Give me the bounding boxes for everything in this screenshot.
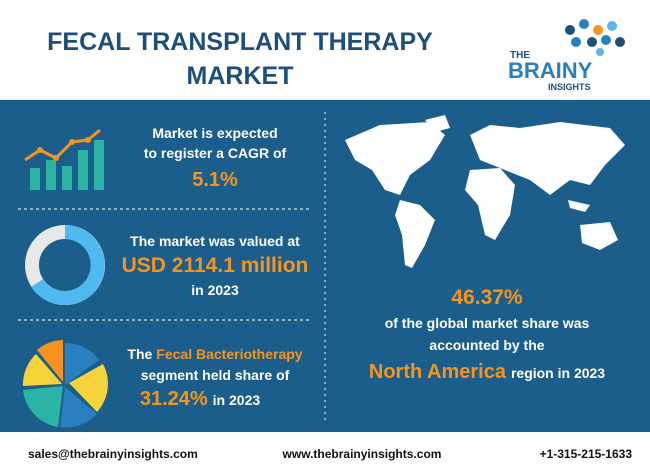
cagr-value: 5.1% (192, 169, 238, 191)
region-text: North America region in 2023 (369, 361, 605, 383)
valuation-value: USD 2114.1 million (122, 254, 309, 277)
donut-icon (25, 225, 105, 305)
region-text: accounted by the (429, 337, 544, 353)
footer-email: sales@thebrainyinsights.com (28, 447, 198, 461)
footer-phone: +1-315-215-1633 (540, 447, 633, 461)
region-suffix: region in 2023 (511, 365, 605, 381)
segment-text: The Fecal Bacteriotherapy (127, 346, 302, 362)
world-map (345, 115, 625, 268)
region-highlight: North America (369, 361, 507, 383)
growth-icon (24, 128, 104, 190)
title: MARKET (187, 62, 294, 90)
segment-prefix: The (127, 346, 152, 362)
segment-text: 31.24% in 2023 (140, 388, 261, 410)
segment-suffix: in 2023 (213, 392, 261, 408)
logo: THE BRAINY INSIGHTS (508, 19, 625, 92)
segment-value: 31.24% (140, 388, 208, 410)
region-value: 46.37% (451, 286, 523, 309)
cagr-text: Market is expected (152, 125, 277, 141)
logo-text: BRAINY (508, 58, 593, 83)
footer-website: www.thebrainyinsights.com (282, 447, 442, 461)
logo-text: INSIGHTS (548, 82, 591, 92)
cagr-text: to register a CAGR of (144, 145, 287, 161)
valuation-text: The market was valued at (130, 233, 300, 249)
logo-text: THE (510, 50, 530, 61)
title: FECAL TRANSPLANT THERAPY (47, 28, 433, 56)
pie-icon (22, 340, 108, 428)
segment-text: segment held share of (141, 367, 290, 383)
segment-highlight: Fecal Bacteriotherapy (156, 346, 302, 362)
region-text: of the global market share was (385, 315, 590, 331)
valuation-text: in 2023 (191, 282, 239, 298)
